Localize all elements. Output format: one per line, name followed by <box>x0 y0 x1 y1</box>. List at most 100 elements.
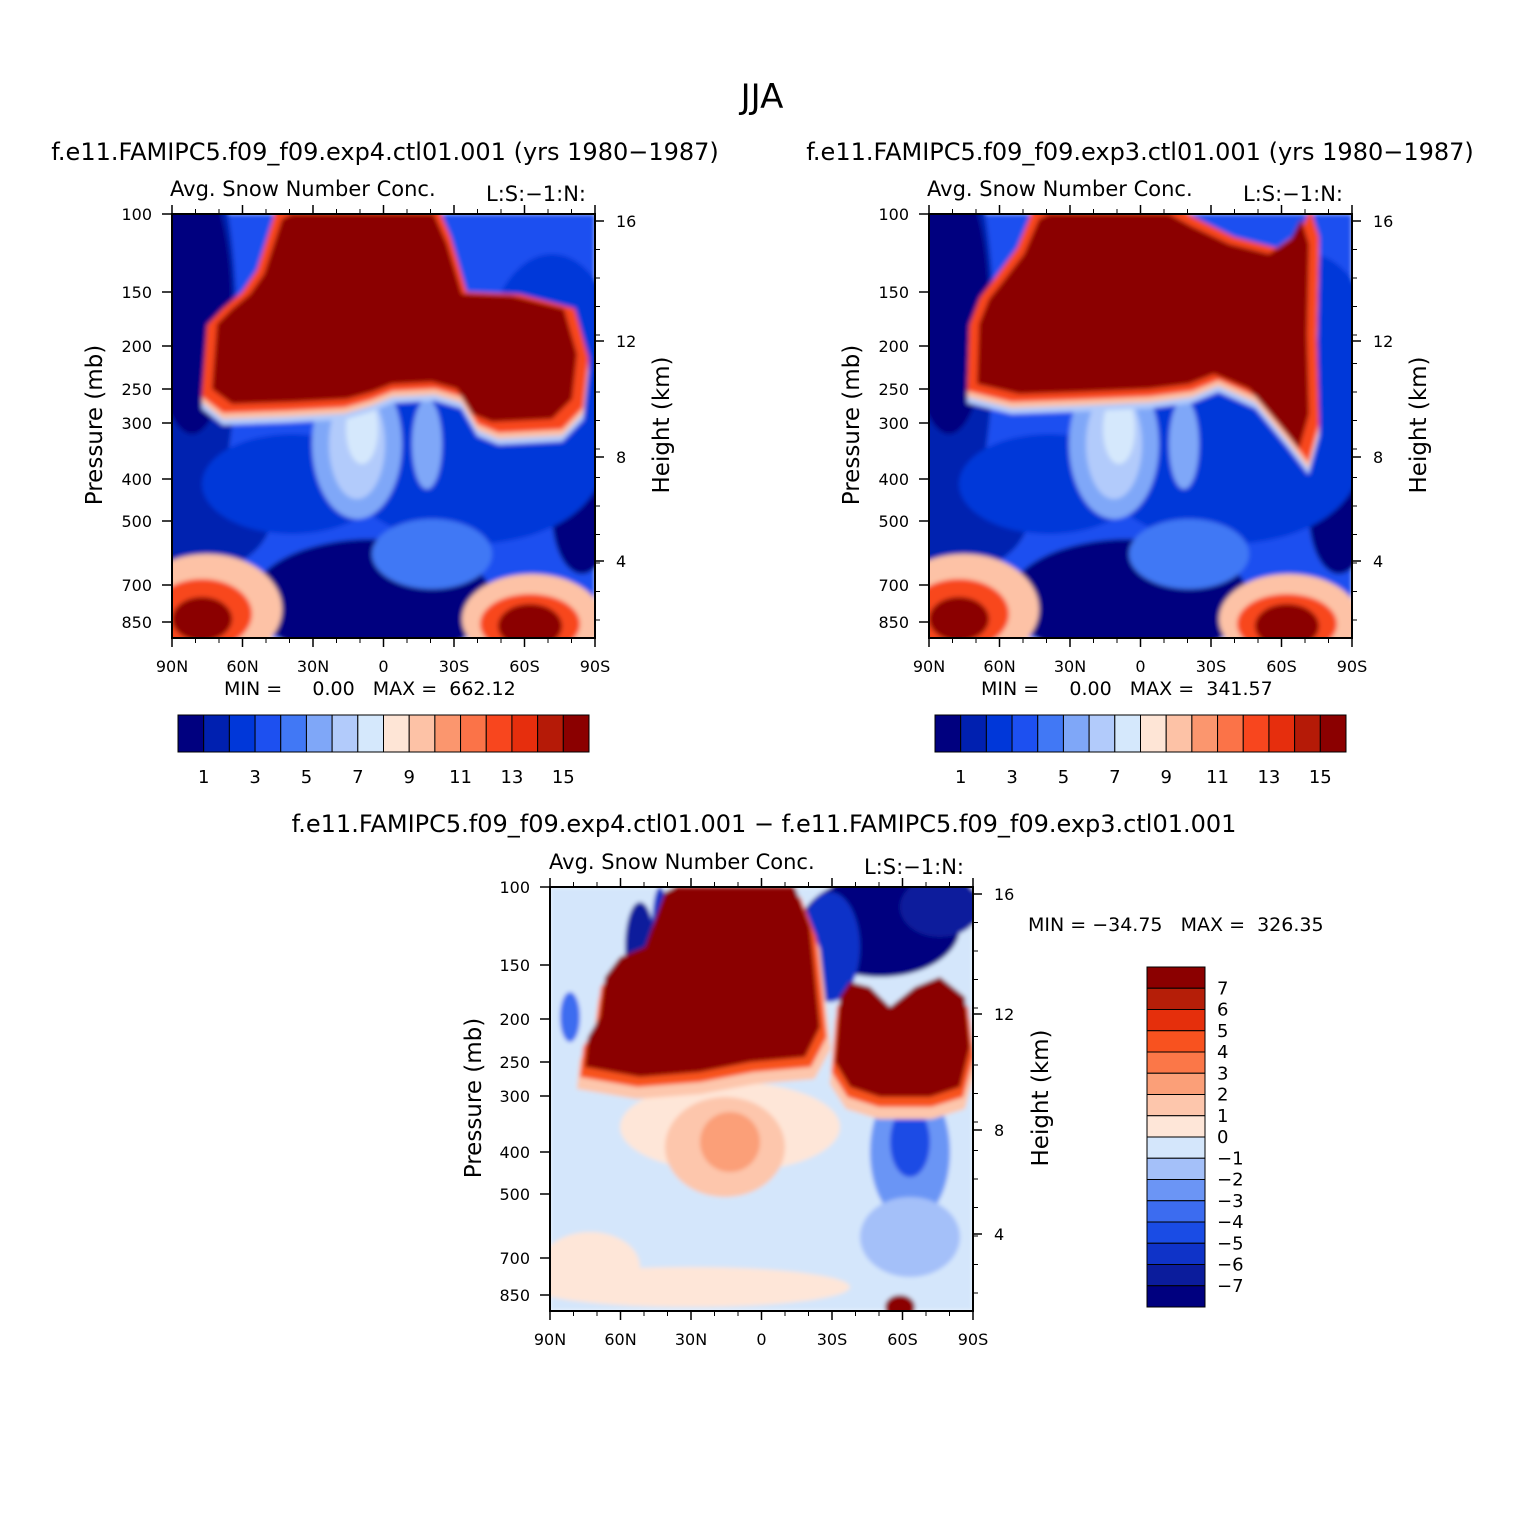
diff-top-core <box>585 887 820 1077</box>
y2-tick-label: 8 <box>1373 448 1383 467</box>
y-tick-label: 200 <box>121 337 152 356</box>
x-tick-label: 30N <box>297 657 329 676</box>
colorbar-box <box>985 714 1013 753</box>
y-tick-label: 250 <box>499 1053 530 1072</box>
colorbar-label: 3 <box>1217 1063 1228 1084</box>
colorbar-label: 4 <box>1217 1042 1228 1063</box>
x-tick-label: 0 <box>378 657 388 676</box>
colorbar-label: 1 <box>955 767 966 788</box>
colorbar-label: −3 <box>1217 1191 1244 1212</box>
y-tick-label: 300 <box>878 414 909 433</box>
y2-tick-label: 4 <box>994 1225 1004 1244</box>
y-tick-label: 250 <box>878 380 909 399</box>
colorbar-box <box>1146 987 1206 1010</box>
colorbar-label: −5 <box>1217 1233 1244 1254</box>
field-light-blue-patch <box>1129 519 1249 589</box>
colorbar-label: 11 <box>449 767 472 788</box>
x-tick-label: 60S <box>887 1330 918 1349</box>
y-tick-label: 850 <box>878 613 909 632</box>
x-tick-label: 90S <box>1337 657 1368 676</box>
y-tick-label: 250 <box>121 380 152 399</box>
field-low-right-hot <box>1255 604 1319 638</box>
y-tick-label: 850 <box>121 613 152 632</box>
y-tick-label: 100 <box>878 205 909 224</box>
field-top-core <box>212 214 577 422</box>
x-tick-label: 60N <box>983 657 1015 676</box>
y-tick-label: 400 <box>121 470 152 489</box>
x-tick-label: 60S <box>509 657 540 676</box>
diff-warm-plume-core <box>700 1112 760 1172</box>
colorbar-box <box>1165 714 1193 753</box>
x-tick-label: 90N <box>913 657 945 676</box>
diff-neg-top-far <box>900 887 973 937</box>
colorbar-label: 7 <box>352 767 363 788</box>
panel-1-left-label: Avg. Snow Number Conc. <box>170 177 436 201</box>
y-tick-label: 700 <box>499 1249 530 1268</box>
field-plume-2 <box>412 399 442 489</box>
colorbar-label: 3 <box>1006 767 1017 788</box>
colorbar-label: 5 <box>1217 1021 1228 1042</box>
colorbar-box <box>1146 1030 1206 1053</box>
x-tick-label: 60S <box>1266 657 1297 676</box>
y-tick-label: 500 <box>878 512 909 531</box>
colorbar-box <box>177 714 205 753</box>
colorbar-box <box>485 714 513 753</box>
colorbar-box <box>228 714 256 753</box>
y-tick-label: 500 <box>499 1185 530 1204</box>
colorbar-box <box>1114 714 1141 753</box>
x-tick-label: 90N <box>156 657 188 676</box>
diff-low-hot-spot <box>885 1295 915 1311</box>
colorbar-box <box>1146 1264 1206 1287</box>
x-tick-label: 30N <box>1054 657 1086 676</box>
colorbar-box <box>1146 1200 1206 1223</box>
y2-tick-label: 8 <box>994 1121 1004 1140</box>
colorbar-box <box>1140 714 1167 753</box>
colorbar-box <box>537 714 564 753</box>
panel-1-stats: MIN = 0.00 MAX = 662.12 <box>224 678 516 700</box>
panel-2-y-label: Pressure (mb) <box>839 345 865 505</box>
panel-2-colorbar: 1 3 5 7 9 11 13 15 <box>934 714 1347 788</box>
diff-neg-left <box>560 992 580 1042</box>
y-tick-label: 150 <box>499 956 530 975</box>
panel-1-axes: 90N 60N 30N 0 30S 60S 90S 100 150 200 250 300 400 500… <box>121 205 636 676</box>
diff-neg-low <box>860 1197 960 1277</box>
y2-tick-label: 16 <box>616 212 636 231</box>
panel-1-title: f.e11.FAMIPC5.f09_f09.exp4.ctl01.001 (yr… <box>51 138 719 166</box>
x-tick-label: 30N <box>675 1330 707 1349</box>
y-tick-label: 700 <box>121 576 152 595</box>
panel-3-contours <box>550 887 973 1311</box>
y-tick-label: 500 <box>121 512 152 531</box>
colorbar-label: −4 <box>1217 1212 1244 1233</box>
diff-neg-plume-core <box>890 1107 930 1177</box>
colorbar-box <box>408 714 436 753</box>
x-tick-label: 90S <box>958 1330 989 1349</box>
colorbar-box <box>1294 714 1321 753</box>
colorbar-label: −1 <box>1217 1148 1244 1169</box>
diff-low-left-warm <box>550 1232 640 1302</box>
colorbar-box <box>1146 1051 1206 1074</box>
x-tick-label: 90N <box>534 1330 566 1349</box>
colorbar-box <box>1146 1221 1206 1244</box>
colorbar-label: 15 <box>1309 767 1332 788</box>
colorbar-box <box>1011 714 1039 753</box>
colorbar-box <box>1146 1179 1206 1202</box>
panel-1-field <box>172 214 595 638</box>
colorbar-label: 3 <box>249 767 260 788</box>
colorbar-box <box>383 714 410 753</box>
panel-2-left-label: Avg. Snow Number Conc. <box>927 177 1193 201</box>
y-tick-label: 400 <box>878 470 909 489</box>
field-low-left-hot <box>929 597 989 638</box>
colorbar-box <box>960 714 987 753</box>
colorbar-label: 13 <box>500 767 523 788</box>
colorbar-label: 13 <box>1257 767 1280 788</box>
y-tick-label: 150 <box>121 283 152 302</box>
colorbar-label: 2 <box>1217 1085 1228 1106</box>
y2-tick-label: 4 <box>616 552 626 571</box>
y-tick-label: 200 <box>878 337 909 356</box>
panel-2-title: f.e11.FAMIPC5.f09_f09.exp3.ctl01.001 (yr… <box>806 138 1474 166</box>
colorbar-box <box>460 714 487 753</box>
field-plume-2 <box>1169 399 1199 489</box>
colorbar-box <box>1146 966 1206 989</box>
